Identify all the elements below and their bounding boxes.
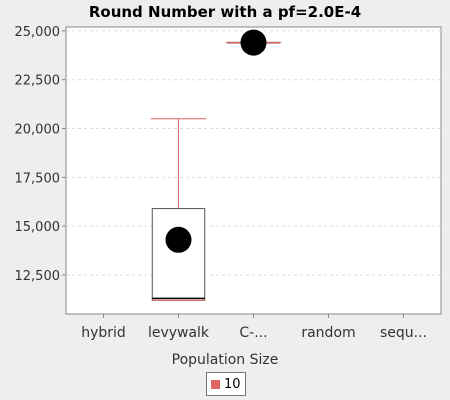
box-iqr xyxy=(151,208,206,301)
mean-marker xyxy=(165,226,192,253)
legend-label: 10 xyxy=(224,376,241,392)
x-axis-ticks: hybrid levywalk C-... random sequ... xyxy=(81,314,427,341)
y-axis-ticks: 12,500 15,000 17,500 20,000 22,500 25,000 xyxy=(15,25,66,284)
y-tick-label: 15,000 xyxy=(15,220,61,235)
y-tick-label: 22,500 xyxy=(15,74,61,89)
y-tick-label: 12,500 xyxy=(15,269,61,284)
x-tick-label: hybrid xyxy=(81,325,126,341)
x-tick-label: C-... xyxy=(239,325,267,341)
x-axis-label: Population Size xyxy=(172,352,279,368)
mean-marker xyxy=(240,29,267,56)
x-tick-label: levywalk xyxy=(148,325,210,341)
box-series xyxy=(150,29,282,301)
y-tick-label: 17,500 xyxy=(15,171,61,186)
x-tick-label: random xyxy=(301,325,355,341)
x-tick-label: sequ... xyxy=(380,325,427,341)
y-tick-label: 20,000 xyxy=(15,123,61,138)
plot-area xyxy=(65,26,442,315)
legend-swatch-icon xyxy=(211,379,220,389)
box-1 xyxy=(150,118,207,301)
chart-title: Round Number with a pf=2.0E-4 xyxy=(88,3,362,21)
y-tick-label: 25,000 xyxy=(15,25,61,40)
box-2 xyxy=(225,29,282,56)
legend: 10 xyxy=(206,372,246,396)
grid-lines xyxy=(66,30,441,276)
